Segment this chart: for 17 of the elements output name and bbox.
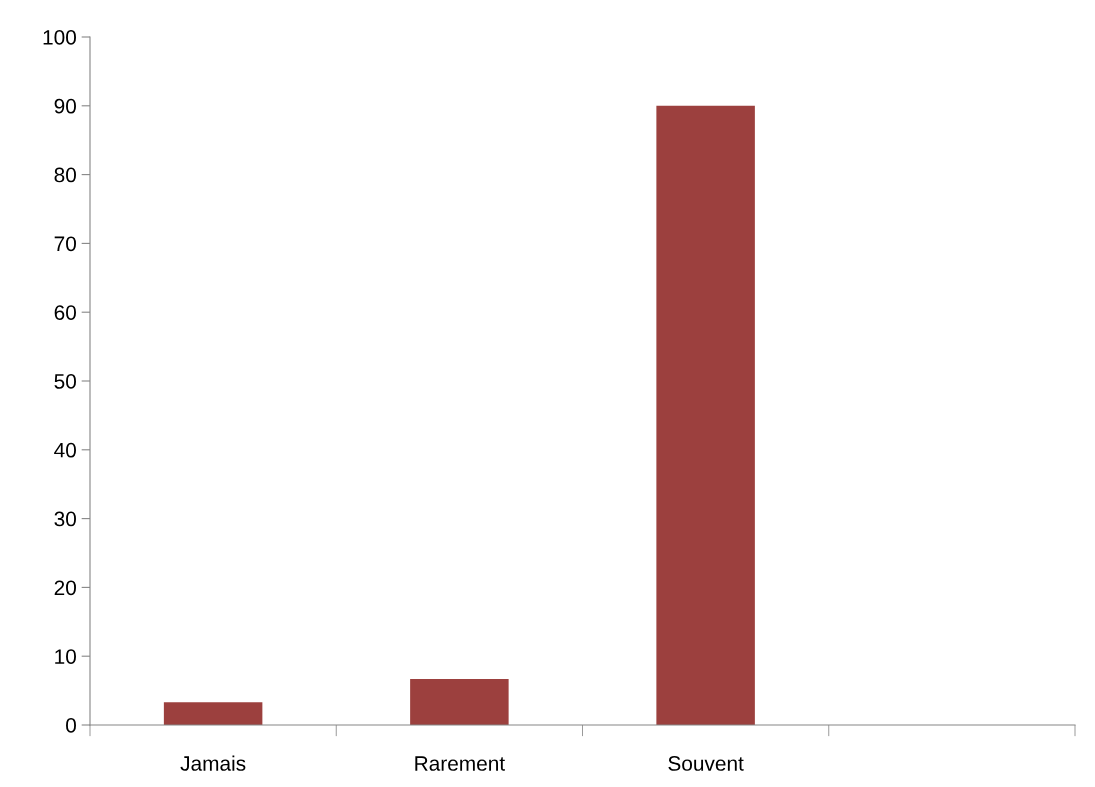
y-tick-label: 30	[54, 511, 76, 527]
x-tick-label: Jamais	[180, 755, 246, 771]
y-tick-label: 40	[54, 442, 76, 458]
y-tick-label: 70	[54, 236, 76, 252]
y-tick-label: 80	[54, 167, 76, 183]
bar	[656, 105, 755, 725]
bar	[410, 678, 509, 725]
x-tick-label: Souvent	[668, 756, 744, 771]
y-tick-label: 100	[43, 30, 76, 45]
y-tick-label: 10	[55, 649, 76, 664]
y-tick-label: 20	[54, 580, 76, 596]
y-tick-label: 60	[54, 305, 76, 320]
x-tick-label: Rarement	[415, 756, 505, 771]
bar	[163, 702, 263, 725]
y-tick-label: 0	[66, 718, 76, 733]
y-tick-label: 50	[54, 374, 76, 389]
y-tick-label: 90	[54, 98, 76, 114]
